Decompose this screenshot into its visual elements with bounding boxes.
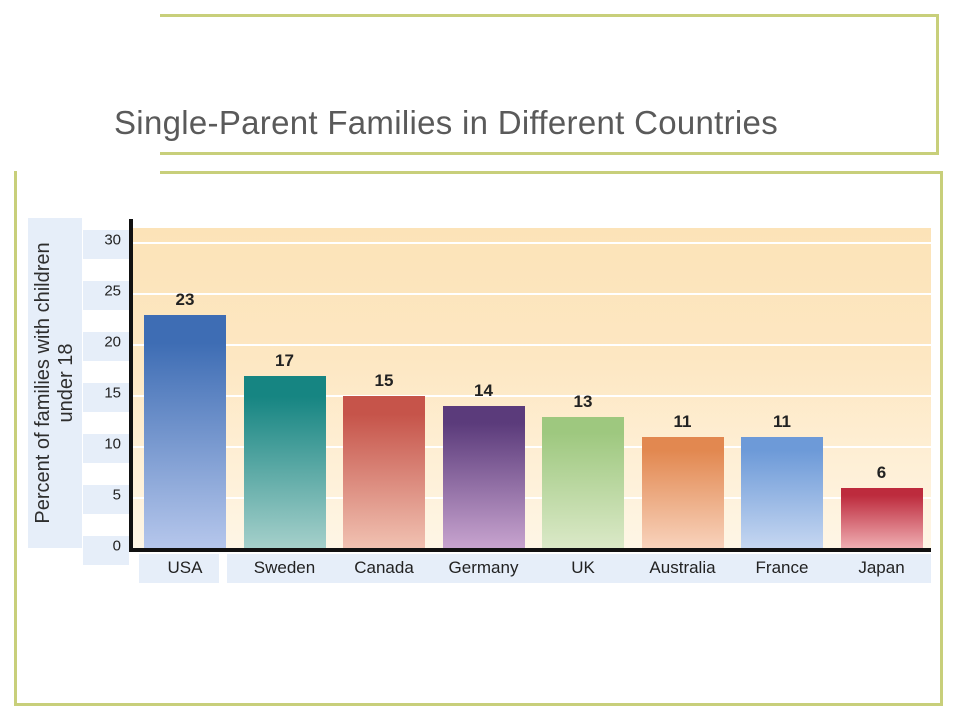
y-axis-line — [129, 219, 133, 552]
bar-sweden — [243, 375, 326, 549]
bar-value-label: 14 — [474, 381, 493, 401]
y-tick-label: 0 — [112, 537, 121, 555]
y-tick-label: 10 — [104, 435, 121, 453]
x-axis-line — [129, 548, 931, 552]
x-category-label: Australia — [649, 558, 716, 577]
y-tick-band — [83, 230, 129, 260]
x-category-label: Germany — [448, 558, 519, 577]
x-category-label: UK — [571, 558, 595, 577]
bar-germany — [442, 406, 525, 549]
x-category-label: France — [755, 558, 809, 577]
bar-value-label: 17 — [275, 350, 294, 370]
x-category-label: USA — [167, 558, 203, 577]
gridline — [131, 497, 931, 500]
gridline — [131, 395, 931, 398]
y-tick-label: 30 — [104, 231, 121, 249]
chart-title: Single-Parent Families in Different Coun… — [114, 104, 779, 141]
chart-frame-top-border — [160, 171, 943, 174]
bar-value-label: 15 — [374, 371, 394, 391]
chart-frame — [14, 171, 943, 706]
x-category-label: Canada — [354, 558, 414, 577]
y-tick-band — [83, 485, 129, 515]
y-tick-band — [83, 332, 129, 362]
title-frame — [160, 14, 939, 155]
bar-value-label: 11 — [673, 411, 692, 431]
x-label-band-rest — [227, 554, 931, 583]
y-tick-band — [83, 434, 129, 464]
y-tick-label: 20 — [104, 333, 121, 351]
bar-value-label: 6 — [876, 462, 887, 482]
bar-value-label: 13 — [573, 391, 593, 411]
bar-france — [741, 436, 823, 549]
x-category-label: Sweden — [253, 558, 316, 577]
y-tick-band — [83, 383, 129, 413]
bar-canada — [343, 396, 425, 549]
bar-value-label: 11 — [773, 411, 791, 431]
bar-value-label: 23 — [175, 289, 195, 309]
gridline — [131, 293, 931, 296]
y-tick-label: 25 — [104, 282, 121, 300]
bar-japan — [840, 487, 923, 549]
x-label-band-first — [139, 554, 219, 583]
bar-uk — [542, 416, 624, 549]
bar-usa — [144, 314, 226, 549]
gridline — [131, 344, 931, 347]
y-axis-label-band — [28, 218, 82, 548]
gridline — [131, 446, 931, 449]
y-tick-label: 5 — [112, 486, 121, 504]
x-category-label: Japan — [858, 558, 905, 577]
bar-australia — [641, 436, 724, 549]
gridline — [131, 242, 931, 245]
y-tick-label: 15 — [104, 384, 121, 402]
y-tick-band — [83, 536, 129, 565]
y-tick-band — [83, 281, 129, 311]
y-axis-label: Percent of families with children under … — [32, 242, 77, 524]
